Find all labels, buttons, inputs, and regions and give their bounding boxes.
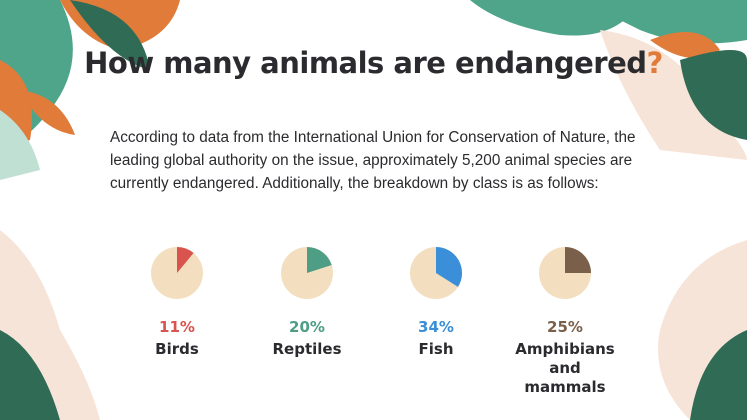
page-title: How many animals are endangered? [84, 46, 663, 80]
percent-label: 11% [159, 318, 195, 336]
pie-slice [565, 247, 591, 273]
category-label: Fish [418, 340, 454, 358]
percent-label: 20% [289, 318, 325, 336]
pie-slice [307, 247, 332, 273]
pie-chart [410, 247, 462, 299]
pie-item: 11% Birds [107, 246, 247, 359]
percent-label: 34% [418, 318, 454, 336]
pie-slice [436, 247, 462, 287]
percent-label: 25% [547, 318, 583, 336]
category-label: Reptiles [272, 340, 342, 358]
pie-item: 20% Reptiles [237, 246, 377, 359]
category-label: Amphibians and mammals [515, 340, 615, 396]
pie-slice [177, 247, 194, 273]
pie-chart [539, 247, 591, 299]
pie-chart [151, 247, 203, 299]
pie-item: 34% Fish [366, 246, 506, 359]
pie-chart [281, 247, 333, 299]
category-label: Birds [155, 340, 199, 358]
intro-paragraph: According to data from the International… [110, 129, 636, 192]
pie-item: 25% Amphibians and mammals [495, 246, 635, 397]
